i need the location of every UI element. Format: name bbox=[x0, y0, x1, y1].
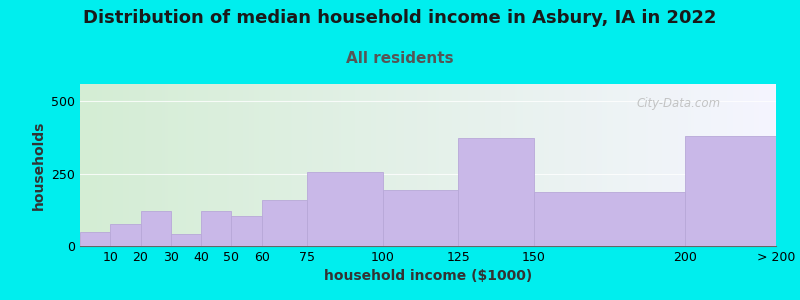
Bar bbox=[262, 200, 307, 246]
Bar bbox=[534, 193, 686, 246]
Bar bbox=[170, 234, 201, 246]
Bar bbox=[458, 137, 534, 246]
Text: City-Data.com: City-Data.com bbox=[637, 97, 721, 110]
X-axis label: household income ($1000): household income ($1000) bbox=[324, 269, 532, 284]
Bar bbox=[686, 136, 776, 246]
Bar bbox=[231, 216, 262, 246]
Bar bbox=[307, 172, 382, 246]
Bar bbox=[382, 190, 458, 246]
Bar bbox=[80, 232, 110, 246]
Text: All residents: All residents bbox=[346, 51, 454, 66]
Bar bbox=[141, 211, 170, 246]
Bar bbox=[110, 224, 141, 246]
Bar bbox=[201, 211, 231, 246]
Y-axis label: households: households bbox=[31, 120, 46, 210]
Text: Distribution of median household income in Asbury, IA in 2022: Distribution of median household income … bbox=[83, 9, 717, 27]
